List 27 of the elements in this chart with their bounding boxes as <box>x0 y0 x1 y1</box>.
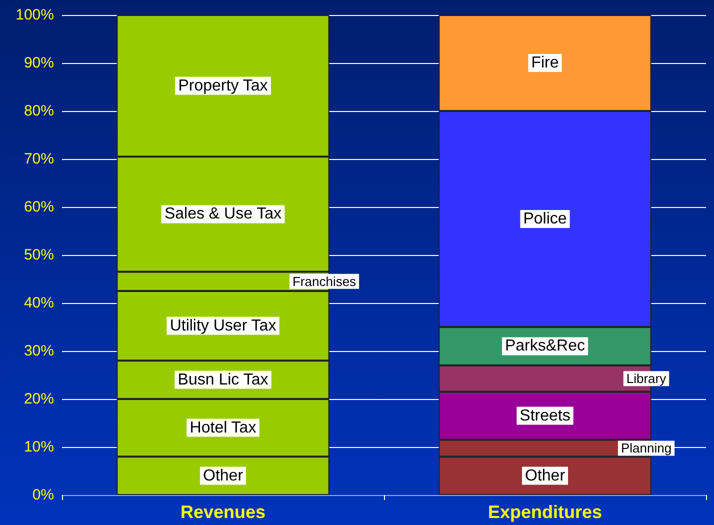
series-label: Hotel Tax <box>190 419 256 436</box>
series-label: Parks&Rec <box>504 338 586 355</box>
y-tick-label: 50% <box>24 246 54 264</box>
series-label: Property Tax <box>178 77 268 94</box>
y-tick-label: 0% <box>32 486 54 504</box>
series-label: Franchises <box>292 274 357 289</box>
series-label: Streets <box>520 407 570 424</box>
series-label: Busn Lic Tax <box>178 371 268 388</box>
series-label: Utility User Tax <box>170 317 276 334</box>
y-tick-label: 40% <box>24 294 54 312</box>
x-tick-label: Expenditures <box>488 502 602 522</box>
series-label: Other <box>202 467 244 484</box>
series-label: Sales & Use Tax <box>164 206 282 223</box>
y-tick-label: 70% <box>24 150 54 168</box>
series-label: Planning <box>620 440 672 456</box>
y-tick-label: 30% <box>24 342 54 360</box>
y-tick-label: 20% <box>24 390 54 408</box>
series-label: Library <box>626 371 667 386</box>
series-label: Fire <box>531 54 559 72</box>
series-label: Other <box>524 467 566 484</box>
y-tick-label: 80% <box>24 102 54 120</box>
y-tick-label: 90% <box>24 54 54 72</box>
x-tick-label: Revenues <box>180 502 266 522</box>
series-label: Police <box>523 210 567 228</box>
y-tick-label: 60% <box>24 198 54 216</box>
y-tick-label: 10% <box>24 438 54 456</box>
y-tick-label: 100% <box>16 6 54 24</box>
